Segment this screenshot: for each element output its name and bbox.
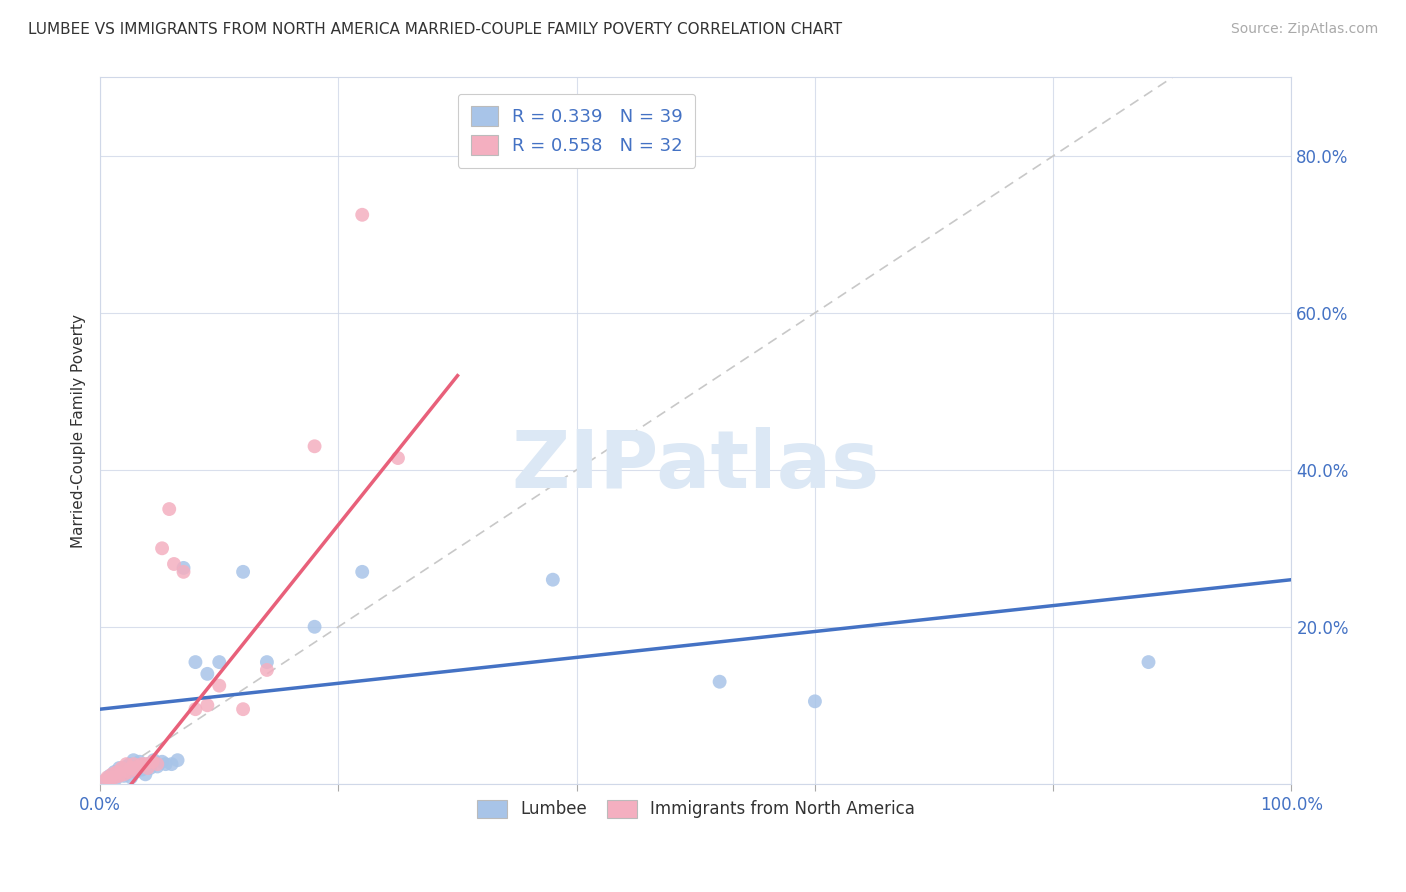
- Point: [804, 694, 827, 708]
- Point: [155, 757, 177, 772]
- Point: [136, 757, 159, 772]
- Text: LUMBEE VS IMMIGRANTS FROM NORTH AMERICA MARRIED-COUPLE FAMILY POVERTY CORRELATIO: LUMBEE VS IMMIGRANTS FROM NORTH AMERICA …: [28, 22, 842, 37]
- Point: [139, 761, 162, 775]
- Point: [108, 769, 131, 783]
- Point: [352, 565, 374, 579]
- Point: [256, 663, 278, 677]
- Point: [112, 767, 135, 781]
- Point: [1137, 655, 1160, 669]
- Point: [107, 767, 129, 781]
- Point: [256, 655, 278, 669]
- Point: [166, 753, 188, 767]
- Point: [118, 757, 141, 772]
- Point: [352, 208, 374, 222]
- Point: [118, 764, 141, 779]
- Point: [142, 753, 165, 767]
- Point: [125, 763, 148, 777]
- Point: [94, 773, 117, 788]
- Point: [141, 755, 163, 769]
- Point: [127, 759, 149, 773]
- Point: [127, 759, 149, 773]
- Point: [108, 761, 131, 775]
- Point: [110, 761, 132, 775]
- Legend: Lumbee, Immigrants from North America: Lumbee, Immigrants from North America: [470, 793, 921, 825]
- Point: [120, 761, 142, 775]
- Text: ZIPatlas: ZIPatlas: [512, 427, 880, 505]
- Point: [110, 763, 132, 777]
- Point: [103, 771, 125, 785]
- Point: [173, 561, 195, 575]
- Point: [103, 764, 125, 779]
- Point: [173, 565, 195, 579]
- Point: [208, 679, 231, 693]
- Point: [157, 502, 180, 516]
- Point: [195, 698, 218, 713]
- Point: [232, 702, 254, 716]
- Point: [150, 755, 173, 769]
- Point: [541, 573, 564, 587]
- Point: [163, 557, 186, 571]
- Point: [98, 769, 121, 783]
- Point: [134, 767, 156, 781]
- Point: [115, 757, 138, 772]
- Point: [184, 655, 207, 669]
- Point: [195, 666, 218, 681]
- Point: [98, 772, 121, 787]
- Point: [160, 757, 183, 772]
- Point: [709, 674, 731, 689]
- Point: [115, 759, 138, 773]
- Point: [101, 767, 124, 781]
- Point: [136, 761, 159, 775]
- Point: [131, 763, 153, 777]
- Point: [105, 764, 128, 779]
- Point: [387, 451, 409, 466]
- Point: [150, 541, 173, 556]
- Point: [122, 753, 145, 767]
- Point: [304, 620, 326, 634]
- Point: [96, 771, 118, 785]
- Point: [304, 439, 326, 453]
- Y-axis label: Married-Couple Family Poverty: Married-Couple Family Poverty: [72, 314, 86, 548]
- Point: [122, 757, 145, 772]
- Point: [146, 757, 169, 772]
- Point: [125, 764, 148, 779]
- Point: [131, 757, 153, 772]
- Point: [208, 655, 231, 669]
- Text: Source: ZipAtlas.com: Source: ZipAtlas.com: [1230, 22, 1378, 37]
- Point: [94, 772, 117, 787]
- Point: [118, 764, 141, 779]
- Point: [104, 772, 127, 786]
- Point: [146, 759, 169, 773]
- Point: [134, 757, 156, 772]
- Point: [184, 702, 207, 716]
- Point: [120, 771, 142, 785]
- Point: [101, 771, 124, 785]
- Point: [112, 769, 135, 783]
- Point: [232, 565, 254, 579]
- Point: [128, 755, 150, 769]
